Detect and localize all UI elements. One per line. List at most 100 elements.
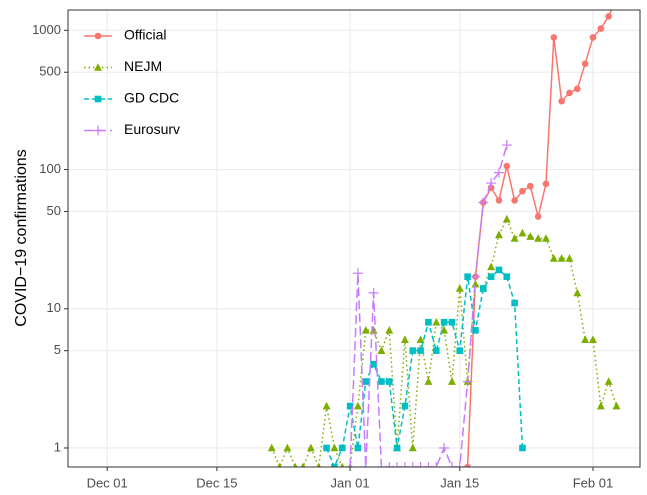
marker xyxy=(361,326,370,334)
marker xyxy=(432,317,441,326)
marker xyxy=(400,335,409,343)
marker xyxy=(354,444,362,452)
marker xyxy=(493,167,504,178)
marker xyxy=(596,401,605,410)
marker xyxy=(495,266,503,274)
marker xyxy=(456,347,464,354)
y-tick-label: 5 xyxy=(54,342,61,357)
marker xyxy=(510,234,519,242)
marker xyxy=(300,462,306,467)
marker xyxy=(454,462,465,467)
grid xyxy=(68,10,640,467)
marker xyxy=(376,462,387,467)
marker xyxy=(573,288,582,297)
marker xyxy=(501,140,512,151)
marker xyxy=(519,444,526,452)
y-tick-label: 500 xyxy=(39,64,61,79)
marker xyxy=(557,254,566,262)
marker xyxy=(455,284,464,292)
marker xyxy=(323,444,330,452)
marker xyxy=(464,273,471,280)
marker xyxy=(581,335,590,343)
marker xyxy=(440,318,448,326)
marker xyxy=(472,327,479,334)
marker xyxy=(377,346,386,354)
marker xyxy=(511,299,518,307)
series-line xyxy=(271,217,618,467)
marker xyxy=(574,85,581,93)
marker xyxy=(534,213,542,220)
marker xyxy=(527,182,534,190)
marker xyxy=(549,254,558,262)
marker xyxy=(550,34,558,41)
marker xyxy=(384,462,395,467)
series-line xyxy=(349,144,508,467)
marker xyxy=(519,187,526,195)
marker xyxy=(362,378,370,385)
plot-area xyxy=(267,10,621,467)
marker xyxy=(316,462,321,467)
marker xyxy=(393,444,401,452)
marker xyxy=(345,462,356,467)
marker xyxy=(267,443,276,452)
marker xyxy=(408,443,417,452)
marker xyxy=(407,462,418,467)
marker xyxy=(416,335,425,343)
legend: Official NEJM GD CDC Eurosurv xyxy=(84,27,180,137)
marker xyxy=(511,197,518,204)
marker xyxy=(424,377,433,385)
y-tick-label: 100 xyxy=(39,161,61,176)
marker xyxy=(401,402,409,410)
marker xyxy=(331,463,338,467)
marker xyxy=(605,13,612,20)
x-tick-label: Dec 15 xyxy=(196,475,237,490)
marker xyxy=(385,326,394,334)
marker xyxy=(612,401,621,410)
marker xyxy=(470,271,481,282)
marker xyxy=(542,180,550,188)
x-tick-label: Dec 01 xyxy=(87,475,128,490)
marker xyxy=(292,462,298,467)
marker xyxy=(542,234,550,242)
marker xyxy=(385,378,393,385)
marker xyxy=(340,462,345,467)
marker xyxy=(565,254,574,262)
marker xyxy=(94,95,102,103)
marker xyxy=(431,462,442,467)
marker xyxy=(487,273,495,280)
marker xyxy=(322,401,331,410)
marker xyxy=(94,32,102,40)
marker xyxy=(448,318,456,326)
y-tick-label: 50 xyxy=(47,203,61,218)
marker xyxy=(370,360,377,368)
legend-label: Official xyxy=(124,27,167,43)
marker xyxy=(446,462,457,467)
marker xyxy=(378,378,385,385)
marker xyxy=(399,462,410,467)
marker xyxy=(360,462,371,467)
marker xyxy=(277,462,282,467)
marker xyxy=(479,285,487,292)
legend-label: NEJM xyxy=(124,58,162,74)
marker xyxy=(503,162,511,170)
marker xyxy=(432,347,440,354)
marker xyxy=(518,228,527,237)
marker xyxy=(526,232,535,240)
marker xyxy=(417,347,424,354)
marker xyxy=(447,377,456,385)
marker xyxy=(306,443,315,452)
marker xyxy=(495,197,503,204)
marker xyxy=(471,279,480,288)
y-tick-label: 10 xyxy=(47,300,61,315)
marker xyxy=(464,463,471,467)
legend-label: Eurosurv xyxy=(124,121,180,137)
marker xyxy=(503,273,511,280)
marker xyxy=(478,197,489,208)
marker xyxy=(94,63,102,71)
marker xyxy=(494,230,503,239)
legend-label: GD CDC xyxy=(124,90,179,106)
y-tick-label: 1 xyxy=(54,439,61,454)
y-tick-label: 1000 xyxy=(32,22,61,37)
marker xyxy=(604,377,613,385)
